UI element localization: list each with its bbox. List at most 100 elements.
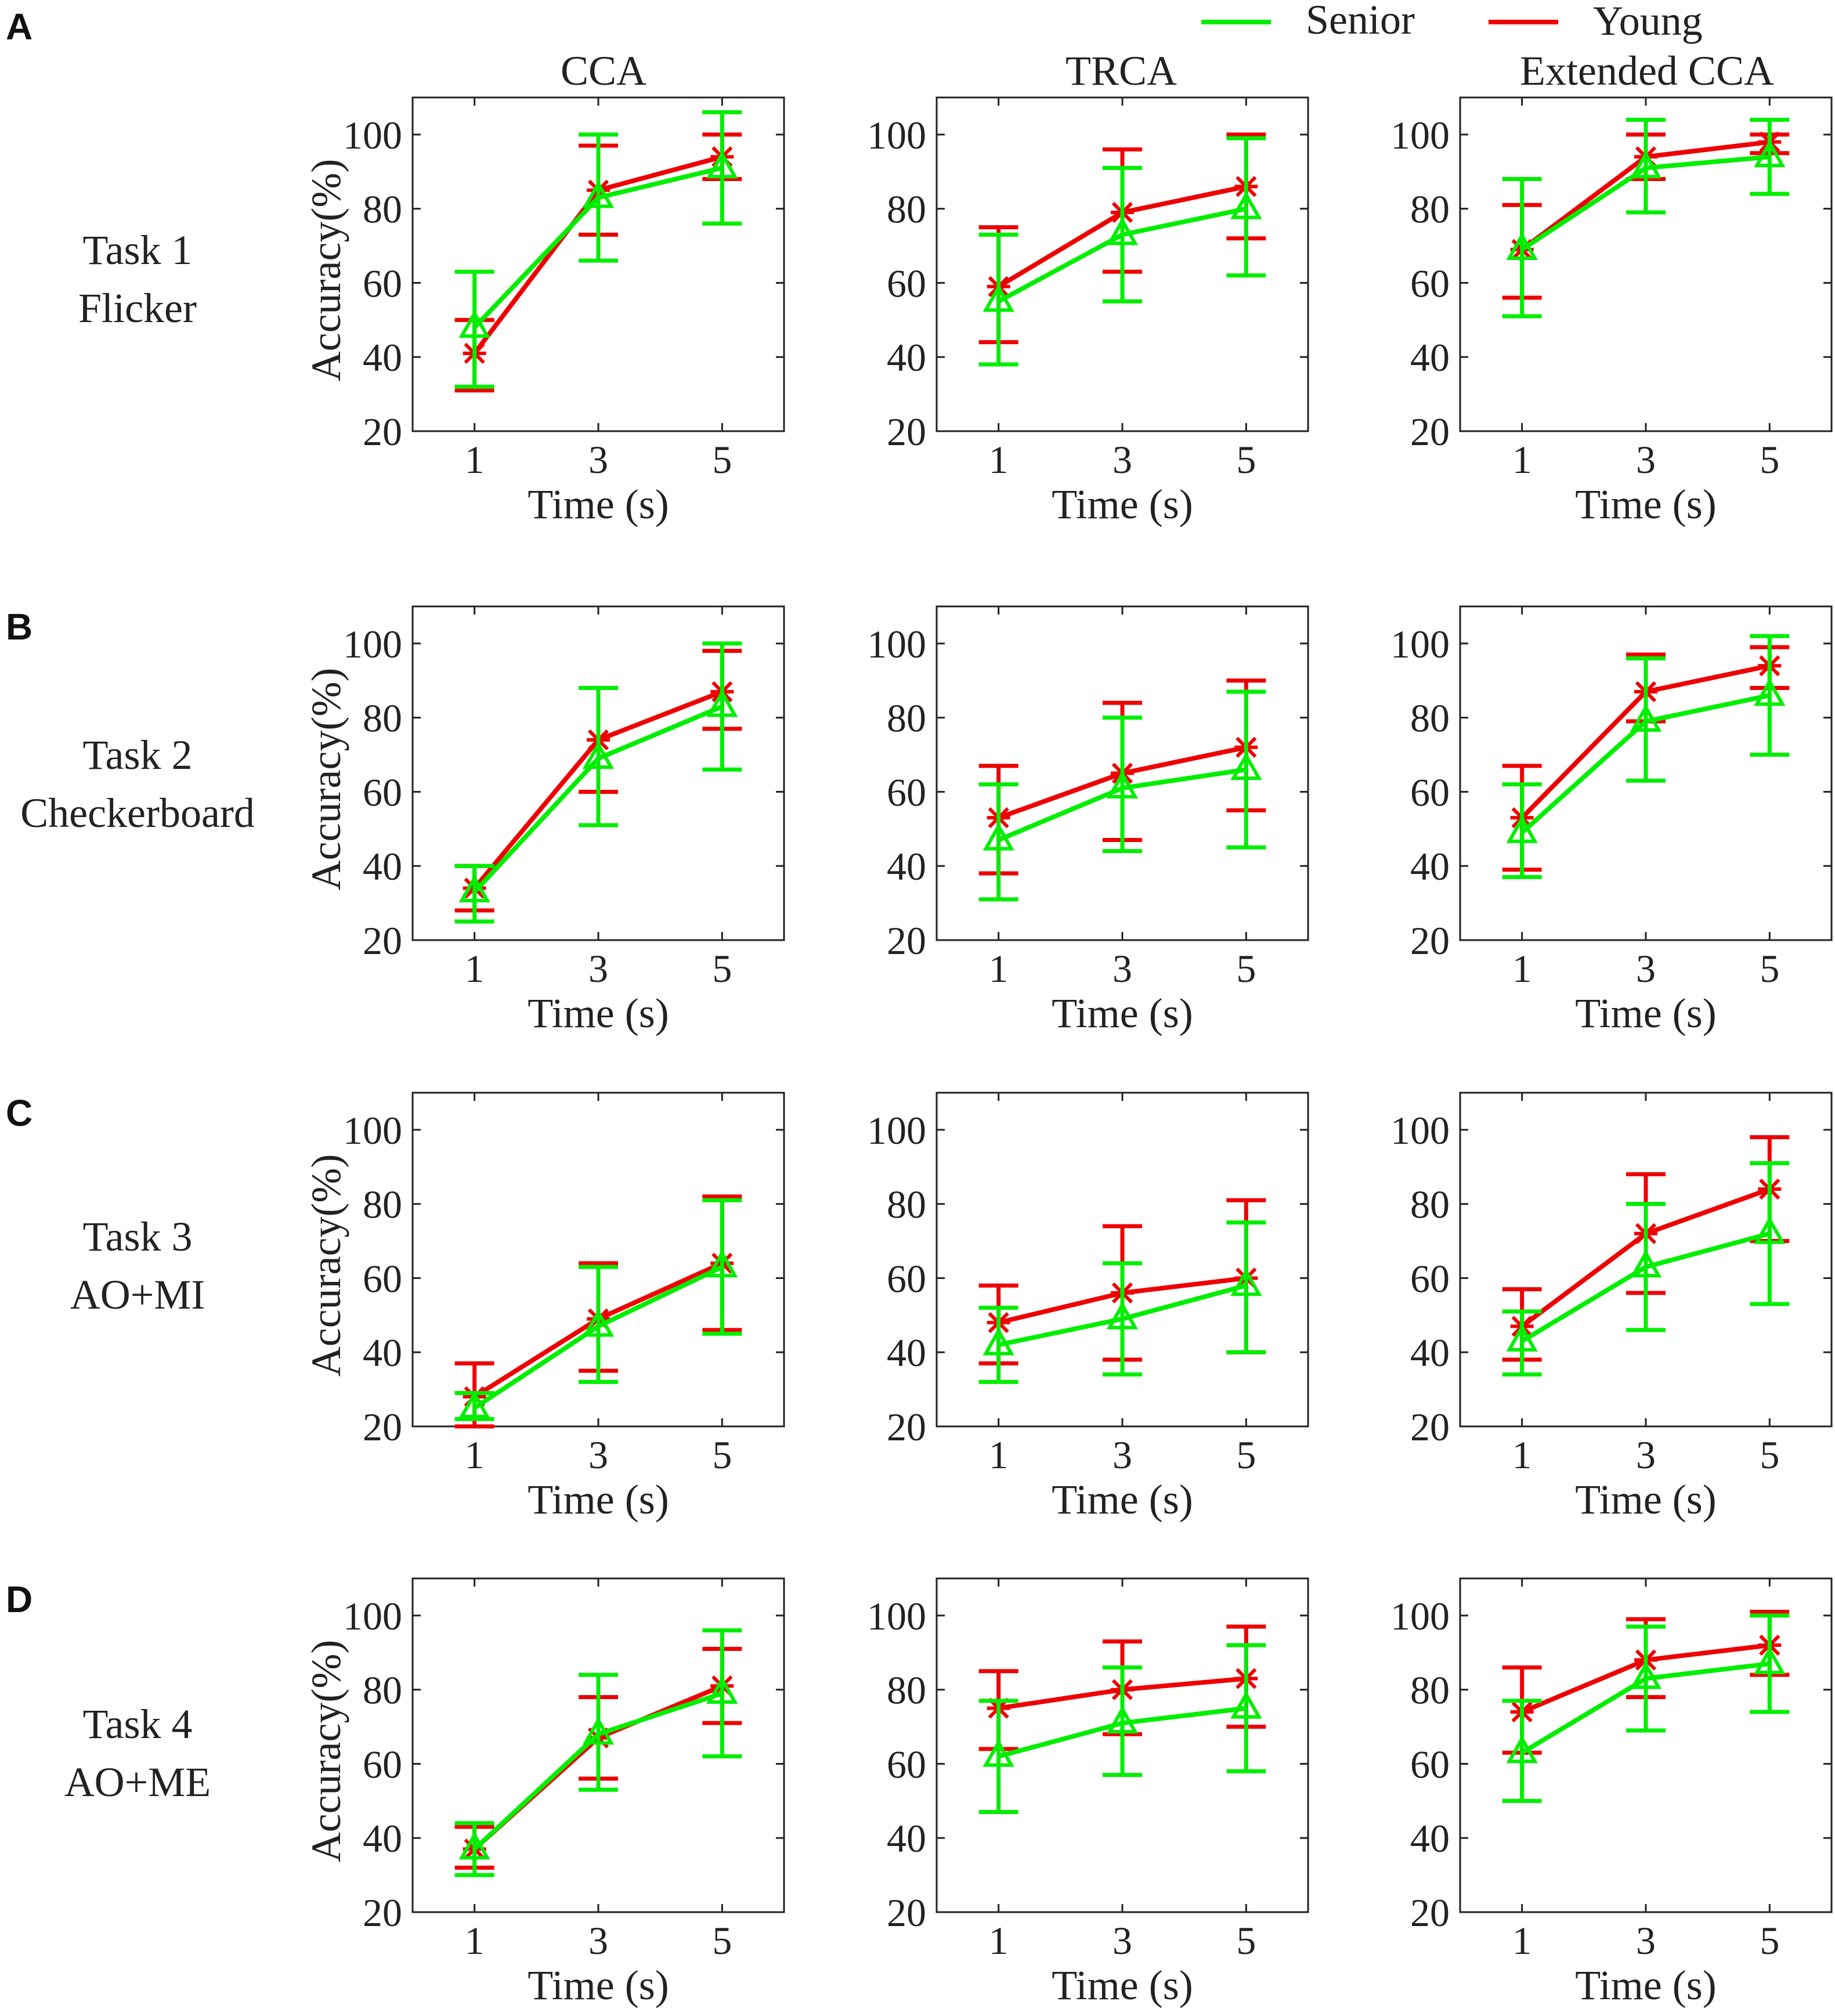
marker-senior-triangle	[582, 1717, 615, 1745]
y-tick-label: 100	[343, 1594, 402, 1638]
x-tick-label: 1	[465, 438, 485, 482]
x-tick-label: 1	[465, 946, 485, 991]
y-tick-label: 20	[1410, 919, 1450, 963]
x-axis-label: Time (s)	[1052, 1962, 1193, 2008]
x-axis-label: Time (s)	[1052, 481, 1193, 528]
y-axis-label: Accuracy(%)	[303, 1640, 349, 1863]
marker-senior-triangle	[1754, 1646, 1786, 1674]
marker-senior-triangle	[1230, 1268, 1262, 1296]
x-tick-label: 3	[588, 1433, 608, 1477]
y-tick-label: 40	[1410, 1331, 1450, 1375]
y-tick-label: 40	[363, 335, 402, 380]
x-axis-label: Time (s)	[1575, 1962, 1716, 2008]
row-letter-d: D	[6, 1578, 32, 1620]
x-tick-label: 3	[1112, 1433, 1132, 1477]
y-tick-label: 80	[363, 1183, 402, 1227]
marker-senior-triangle	[1506, 1735, 1538, 1764]
y-tick-label: 60	[363, 1742, 402, 1786]
task-label-2-line1: Task 2	[83, 732, 193, 778]
x-tick-label: 3	[588, 946, 608, 991]
y-tick-label: 40	[887, 1331, 926, 1375]
x-tick-label: 5	[1236, 438, 1256, 482]
x-tick-label: 5	[1760, 438, 1779, 482]
marker-senior-triangle	[706, 1675, 738, 1704]
marker-senior-triangle	[982, 284, 1014, 312]
x-tick-label: 3	[1112, 1919, 1132, 1963]
marker-senior-triangle	[1630, 1661, 1662, 1689]
x-axis-label: Time (s)	[1575, 990, 1716, 1036]
task-label-4-line2: AO+ME	[64, 1759, 211, 1805]
x-tick-label: 1	[1512, 1433, 1532, 1477]
x-tick-label: 5	[712, 946, 732, 991]
marker-senior-triangle	[1106, 770, 1139, 799]
y-tick-label: 60	[1410, 1256, 1450, 1300]
y-tick-label: 80	[1410, 696, 1450, 740]
x-axis-label: Time (s)	[528, 990, 669, 1036]
y-tick-label: 80	[1410, 1668, 1450, 1712]
x-tick-label: 1	[989, 438, 1009, 482]
x-tick-label: 5	[712, 438, 732, 482]
x-axis-label: Time (s)	[528, 1962, 669, 2008]
marker-senior-triangle	[582, 740, 615, 769]
marker-senior-triangle	[706, 689, 738, 717]
x-tick-label: 1	[1512, 438, 1532, 482]
y-tick-label: 20	[363, 1891, 402, 1935]
y-tick-label: 60	[1410, 1742, 1450, 1786]
subplot-2-2: 20 40 60 80 100 1 3 5 Time (s)	[1390, 1092, 1833, 1523]
x-axis-label: Time (s)	[528, 481, 669, 528]
y-axis-label: Accuracy(%)	[303, 159, 349, 382]
legend: Senior Young	[1201, 0, 1703, 44]
x-tick-label: 5	[1760, 946, 1779, 991]
task-label-3-line1: Task 3	[83, 1213, 193, 1260]
y-tick-label: 40	[1410, 844, 1450, 888]
y-tick-label: 80	[887, 696, 926, 740]
x-tick-label: 5	[1760, 1433, 1779, 1477]
row-letter-c: C	[6, 1092, 32, 1134]
y-tick-label: 80	[887, 187, 926, 232]
y-tick-label: 100	[1390, 1108, 1450, 1152]
y-tick-label: 60	[887, 1256, 926, 1300]
x-tick-label: 3	[588, 438, 608, 482]
x-tick-label: 3	[1636, 1919, 1656, 1963]
marker-senior-triangle	[1230, 191, 1262, 219]
x-tick-label: 1	[989, 1433, 1009, 1477]
y-tick-label: 20	[363, 919, 402, 963]
x-axis-label: Time (s)	[1052, 990, 1193, 1036]
y-tick-label: 100	[867, 622, 926, 666]
marker-senior-triangle	[1230, 752, 1262, 781]
y-tick-label: 100	[1390, 622, 1450, 666]
x-tick-label: 5	[1236, 1433, 1256, 1477]
x-tick-label: 5	[712, 1919, 732, 1963]
x-tick-label: 5	[712, 1433, 732, 1477]
subplot-grid: 20 40 60 80 100 1 3 5 Time (s) Accuracy(%) 20 40 60 8…	[303, 96, 1833, 2008]
y-tick-label: 100	[343, 113, 402, 157]
y-tick-label: 80	[887, 1668, 926, 1712]
y-tick-label: 60	[363, 261, 402, 305]
x-axis-label: Time (s)	[1575, 481, 1716, 528]
marker-senior-triangle	[982, 1739, 1014, 1767]
x-tick-label: 3	[1636, 438, 1656, 482]
y-tick-label: 100	[1390, 1594, 1450, 1638]
subplot-3-0: 20 40 60 80 100 1 3 5 Time (s) Accuracy(%)	[303, 1577, 785, 2008]
y-tick-label: 100	[867, 1108, 926, 1152]
row-letter-a: A	[6, 6, 32, 48]
subplot-3-1: 20 40 60 80 100 1 3 5 Time (s)	[867, 1577, 1309, 2008]
subplot-1-1: 20 40 60 80 100 1 3 5 Time (s)	[867, 605, 1309, 1036]
marker-senior-triangle	[1630, 703, 1662, 732]
subplot-2-1: 20 40 60 80 100 1 3 5 Time (s)	[867, 1092, 1309, 1523]
y-tick-label: 40	[887, 335, 926, 380]
row-letter-b: B	[6, 606, 32, 648]
y-tick-label: 80	[363, 187, 402, 232]
y-tick-label: 20	[1410, 410, 1450, 454]
marker-senior-triangle	[1506, 232, 1538, 260]
marker-senior-triangle	[982, 822, 1014, 851]
x-axis-label: Time (s)	[1052, 1476, 1193, 1523]
marker-senior-triangle	[1106, 1301, 1139, 1329]
marker-senior-triangle	[582, 180, 615, 208]
subplot-3-2: 20 40 60 80 100 1 3 5 Time (s)	[1390, 1577, 1833, 2008]
x-tick-label: 5	[1236, 946, 1256, 991]
marker-senior-triangle	[706, 1249, 738, 1278]
y-tick-label: 20	[363, 1405, 402, 1449]
y-tick-label: 20	[887, 1405, 926, 1449]
y-tick-label: 40	[887, 1816, 926, 1860]
